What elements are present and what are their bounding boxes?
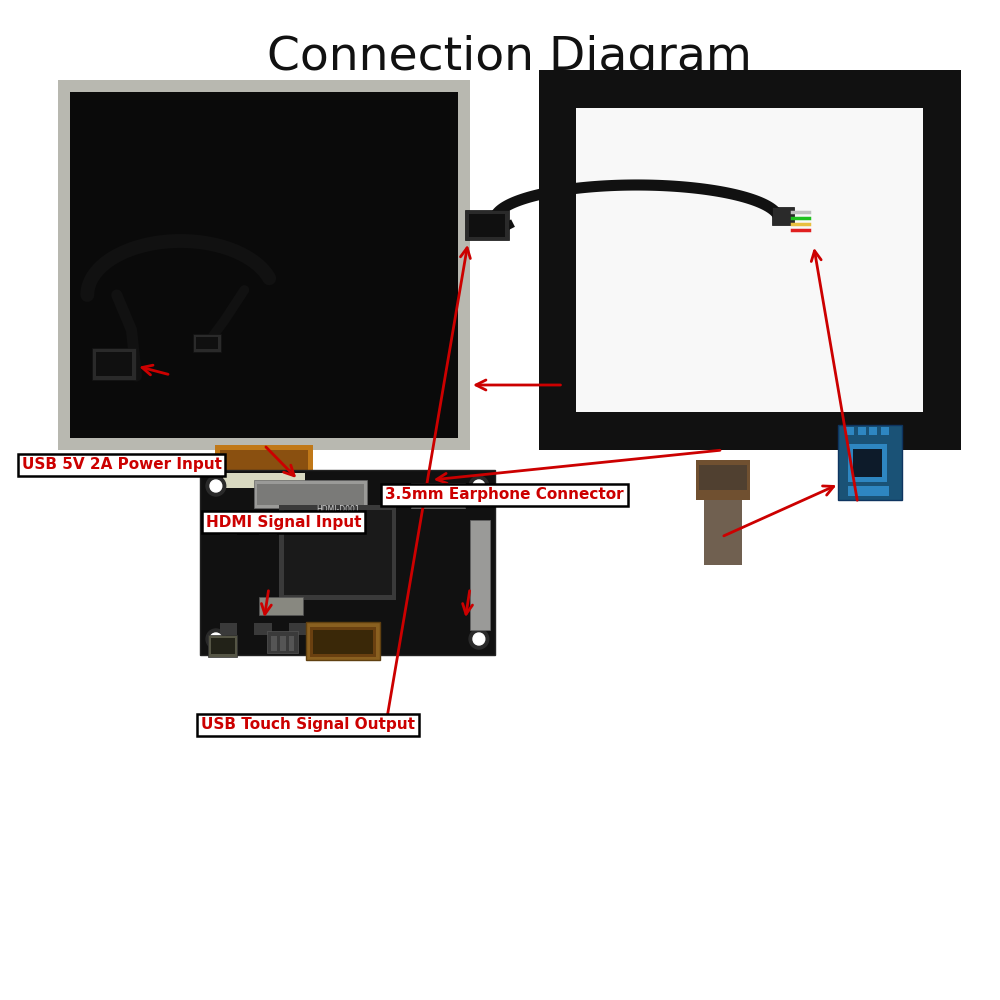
Circle shape	[206, 476, 226, 496]
Bar	[200, 470, 495, 655]
Circle shape	[473, 480, 485, 492]
Bar	[58, 80, 470, 450]
Bar	[465, 210, 509, 240]
Bar	[240, 512, 248, 552]
Bar	[223, 473, 305, 488]
Bar	[70, 92, 458, 438]
Bar	[208, 635, 237, 657]
Bar	[276, 512, 284, 552]
Bar	[259, 597, 303, 615]
Bar	[215, 445, 313, 495]
Bar	[220, 523, 237, 535]
Bar	[254, 623, 272, 635]
Bar	[279, 505, 396, 600]
Bar	[259, 523, 277, 535]
Bar	[271, 636, 277, 651]
Text: HDMI Signal Input: HDMI Signal Input	[206, 514, 361, 530]
Bar	[220, 450, 308, 472]
Bar	[338, 523, 355, 535]
Bar	[227, 495, 301, 560]
Text: USB Touch Signal Output: USB Touch Signal Output	[201, 718, 415, 732]
Bar	[288, 512, 295, 552]
Bar	[196, 337, 218, 349]
Bar	[772, 207, 794, 225]
Bar	[96, 352, 132, 376]
Bar	[881, 427, 889, 435]
Bar	[267, 631, 298, 653]
Text: 3.5mm Earphone Connector: 3.5mm Earphone Connector	[385, 488, 624, 502]
Bar	[704, 500, 742, 565]
Bar	[254, 480, 367, 508]
Bar	[539, 70, 961, 450]
Bar	[252, 512, 260, 552]
Bar	[289, 623, 306, 635]
Bar	[576, 108, 923, 412]
Bar	[298, 523, 316, 535]
Circle shape	[206, 629, 226, 649]
Circle shape	[210, 480, 222, 492]
Bar	[280, 636, 286, 651]
Bar	[469, 214, 505, 237]
Circle shape	[469, 629, 489, 649]
Bar	[229, 512, 236, 552]
Bar	[220, 623, 237, 635]
Bar	[848, 444, 887, 482]
Circle shape	[469, 476, 489, 496]
Bar	[696, 460, 750, 500]
Bar	[411, 483, 465, 508]
Bar	[284, 510, 392, 595]
Bar	[92, 348, 136, 380]
Bar	[470, 520, 490, 630]
Text: HDMI-D001: HDMI-D001	[316, 506, 359, 514]
Circle shape	[210, 633, 222, 645]
Text: Connection Diagram: Connection Diagram	[267, 35, 752, 80]
Bar	[846, 427, 854, 435]
Bar	[310, 627, 376, 657]
Bar	[699, 465, 747, 490]
Bar	[853, 449, 882, 477]
Bar	[306, 622, 380, 660]
Text: USB 5V 2A Power Input: USB 5V 2A Power Input	[22, 458, 222, 473]
Bar	[838, 425, 902, 500]
Bar	[858, 427, 866, 435]
Bar	[193, 334, 221, 352]
Bar	[848, 486, 889, 496]
Bar	[313, 630, 373, 654]
Bar	[289, 636, 294, 651]
Bar	[257, 484, 364, 505]
Bar	[211, 638, 235, 654]
Bar	[264, 512, 272, 552]
Bar	[869, 427, 877, 435]
Circle shape	[473, 633, 485, 645]
